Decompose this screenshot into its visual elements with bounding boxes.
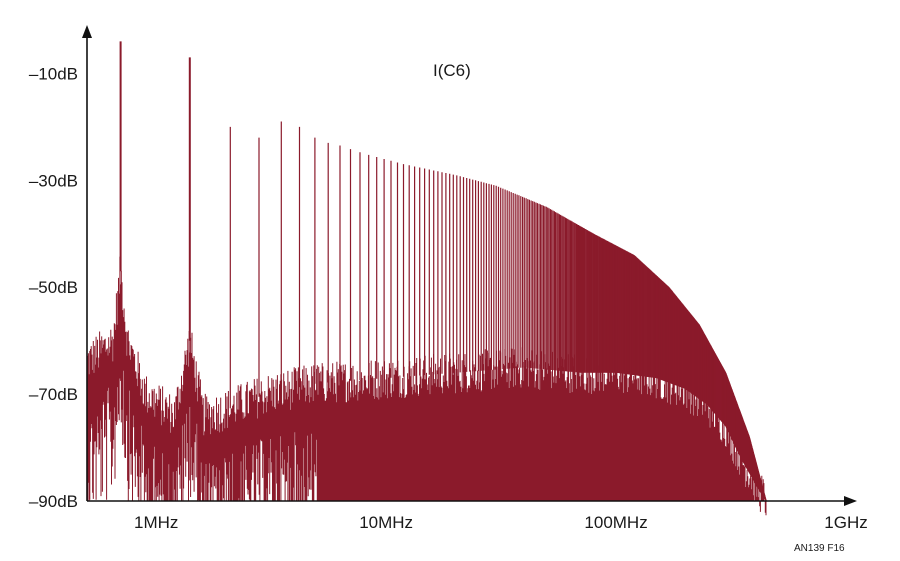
trace-label: I(C6) — [433, 61, 471, 80]
x-tick-label: 10MHz — [359, 513, 413, 532]
y-tick-label: –90dB — [29, 492, 78, 511]
x-axis-arrow — [844, 496, 857, 506]
spectrum-trace — [86, 41, 767, 516]
y-axis-arrow — [82, 25, 92, 38]
tick-labels: 1MHz 10MHz 100MHz 1GHz –10dB –30dB –50dB –70dB –… — [29, 64, 868, 532]
y-tick-label: –10dB — [29, 64, 78, 83]
x-tick-label: 1GHz — [824, 513, 867, 532]
y-tick-label: –50dB — [29, 278, 78, 297]
y-tick-label: –70dB — [29, 385, 78, 404]
y-tick-label: –30dB — [29, 171, 78, 190]
figure-id: AN139 F16 — [794, 543, 845, 554]
x-tick-label: 100MHz — [584, 513, 647, 532]
axes — [82, 25, 857, 506]
x-tick-label: 1MHz — [134, 513, 178, 532]
